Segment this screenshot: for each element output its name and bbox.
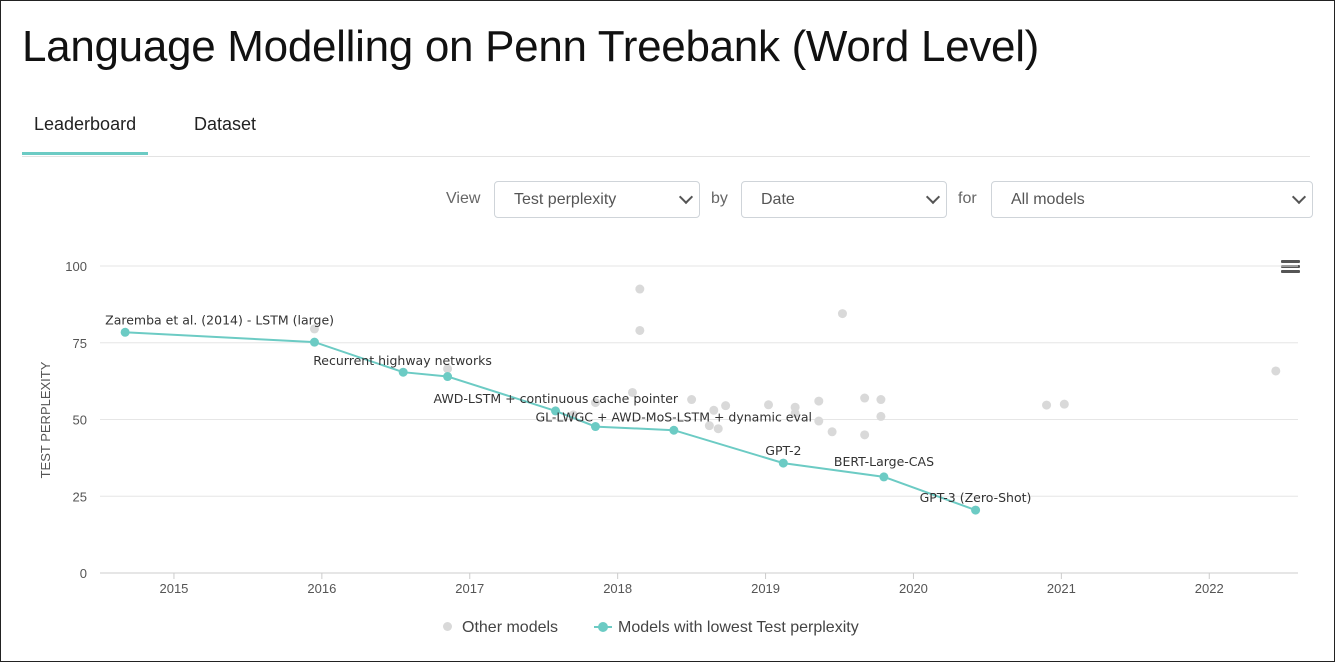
legend-best-label: Models with lowest Test perplexity: [618, 619, 859, 636]
x-tick-label: 2020: [899, 581, 928, 596]
other-model-point: [443, 364, 453, 374]
best-model-point: [443, 372, 453, 382]
other-model-point: [827, 427, 837, 437]
best-model-point: [778, 458, 788, 468]
other-model-point: [876, 411, 886, 421]
data-label: Recurrent highway networks: [313, 353, 492, 368]
other-model-point: [713, 424, 723, 434]
best-model-point: [879, 472, 889, 482]
other-model-point: [1042, 400, 1052, 410]
other-model-point: [590, 398, 600, 408]
tab-bar: Leaderboard Dataset: [21, 108, 1310, 157]
best-model-point: [398, 367, 408, 377]
best-model-point: [971, 505, 981, 515]
view-select[interactable]: Test perplexity: [494, 181, 700, 218]
best-model-point: [309, 337, 319, 347]
tab-dataset[interactable]: Dataset: [194, 114, 257, 134]
x-tick-label: 2018: [603, 581, 632, 596]
view-select-value: Test perplexity: [514, 191, 617, 208]
tab-leaderboard[interactable]: Leaderboard: [21, 114, 149, 155]
other-model-point: [309, 324, 319, 334]
x-tick-label: 2022: [1195, 581, 1224, 596]
other-model-point: [860, 430, 870, 440]
x-tick-label: 2015: [159, 581, 188, 596]
x-tick-label: 2016: [307, 581, 336, 596]
x-tick-label: 2019: [751, 581, 780, 596]
other-model-point: [704, 421, 714, 431]
best-model-point: [120, 327, 130, 337]
legend-best-marker: [594, 622, 612, 632]
other-model-point: [764, 400, 774, 410]
y-tick-label: 25: [73, 489, 87, 504]
x-tick-label: 2021: [1047, 581, 1076, 596]
y-axis-label: TEST PERPLEXITY: [38, 361, 53, 478]
by-select[interactable]: Date: [741, 181, 947, 218]
other-model-point: [1059, 399, 1069, 409]
best-model-point: [669, 425, 679, 435]
data-label: BERT-Large-CAS: [834, 454, 934, 469]
data-label: GPT-3 (Zero-Shot): [920, 490, 1032, 505]
y-tick-label: 75: [73, 336, 87, 351]
other-model-point: [837, 309, 847, 319]
best-model-line: [125, 331, 976, 512]
by-select-value: Date: [761, 191, 795, 208]
other-model-point: [814, 416, 824, 426]
legend-other[interactable]: Other models: [443, 619, 558, 637]
data-label: AWD-LSTM + continuous cache pointer: [434, 391, 679, 406]
other-model-point: [790, 408, 800, 418]
legend-other-label: Other models: [462, 619, 559, 636]
y-tick-label: 0: [80, 566, 87, 581]
other-model-point: [721, 401, 731, 411]
other-model-point: [860, 393, 870, 403]
other-model-point: [876, 395, 886, 405]
y-tick-label: 50: [73, 413, 87, 428]
for-select-value: All models: [1011, 191, 1085, 208]
x-tick-label: 2017: [455, 581, 484, 596]
by-label: by: [711, 190, 728, 207]
other-model-point: [709, 405, 719, 415]
page-title: Language Modelling on Penn Treebank (Wor…: [22, 22, 1040, 71]
y-tick-label: 100: [65, 259, 87, 274]
for-label: for: [958, 190, 977, 207]
legend-best[interactable]: Models with lowest Test perplexity: [594, 619, 859, 637]
other-model-point: [814, 396, 824, 406]
other-model-point: [635, 284, 645, 294]
best-model-point: [551, 406, 561, 416]
other-model-point: [1271, 366, 1281, 376]
data-label: GL-LWGC + AWD-MoS-LSTM + dynamic eval: [535, 410, 812, 425]
data-label: Zaremba et al. (2014) - LSTM (large): [105, 312, 334, 327]
for-select[interactable]: All models: [991, 181, 1313, 218]
other-model-point: [635, 325, 645, 335]
other-model-point: [687, 395, 697, 405]
view-label: View: [446, 190, 481, 207]
data-label: GPT-2: [765, 443, 801, 458]
other-model-point: [627, 387, 637, 397]
best-model-point: [590, 422, 600, 432]
legend-other-marker: [443, 622, 452, 631]
